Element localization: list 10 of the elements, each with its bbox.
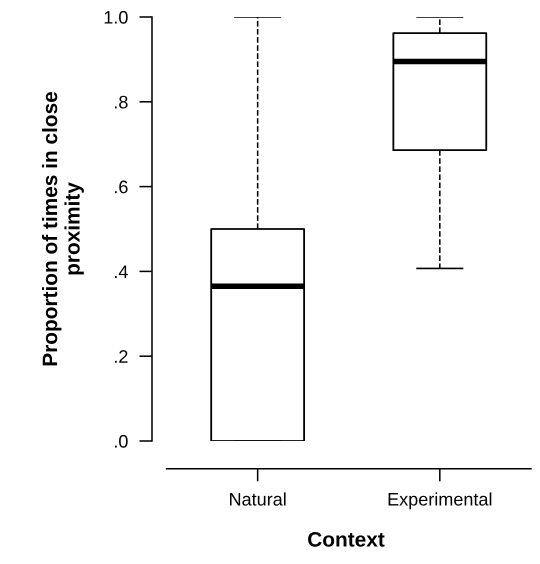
x-axis-title: Context bbox=[308, 532, 385, 547]
x-tick-label: Natural bbox=[230, 492, 286, 506]
y-tick-label: .6 bbox=[114, 180, 128, 194]
y-tick-label: .2 bbox=[114, 350, 128, 363]
y-axis-title: Proportion of times in close proximity bbox=[42, 92, 84, 366]
y-tick-label: 1.0 bbox=[104, 10, 128, 24]
y-tick-label: .8 bbox=[114, 96, 128, 109]
y-tick-label: .4 bbox=[114, 266, 128, 278]
y-tick-label: .0 bbox=[114, 434, 128, 448]
x-tick-label: Experimental bbox=[388, 492, 492, 510]
